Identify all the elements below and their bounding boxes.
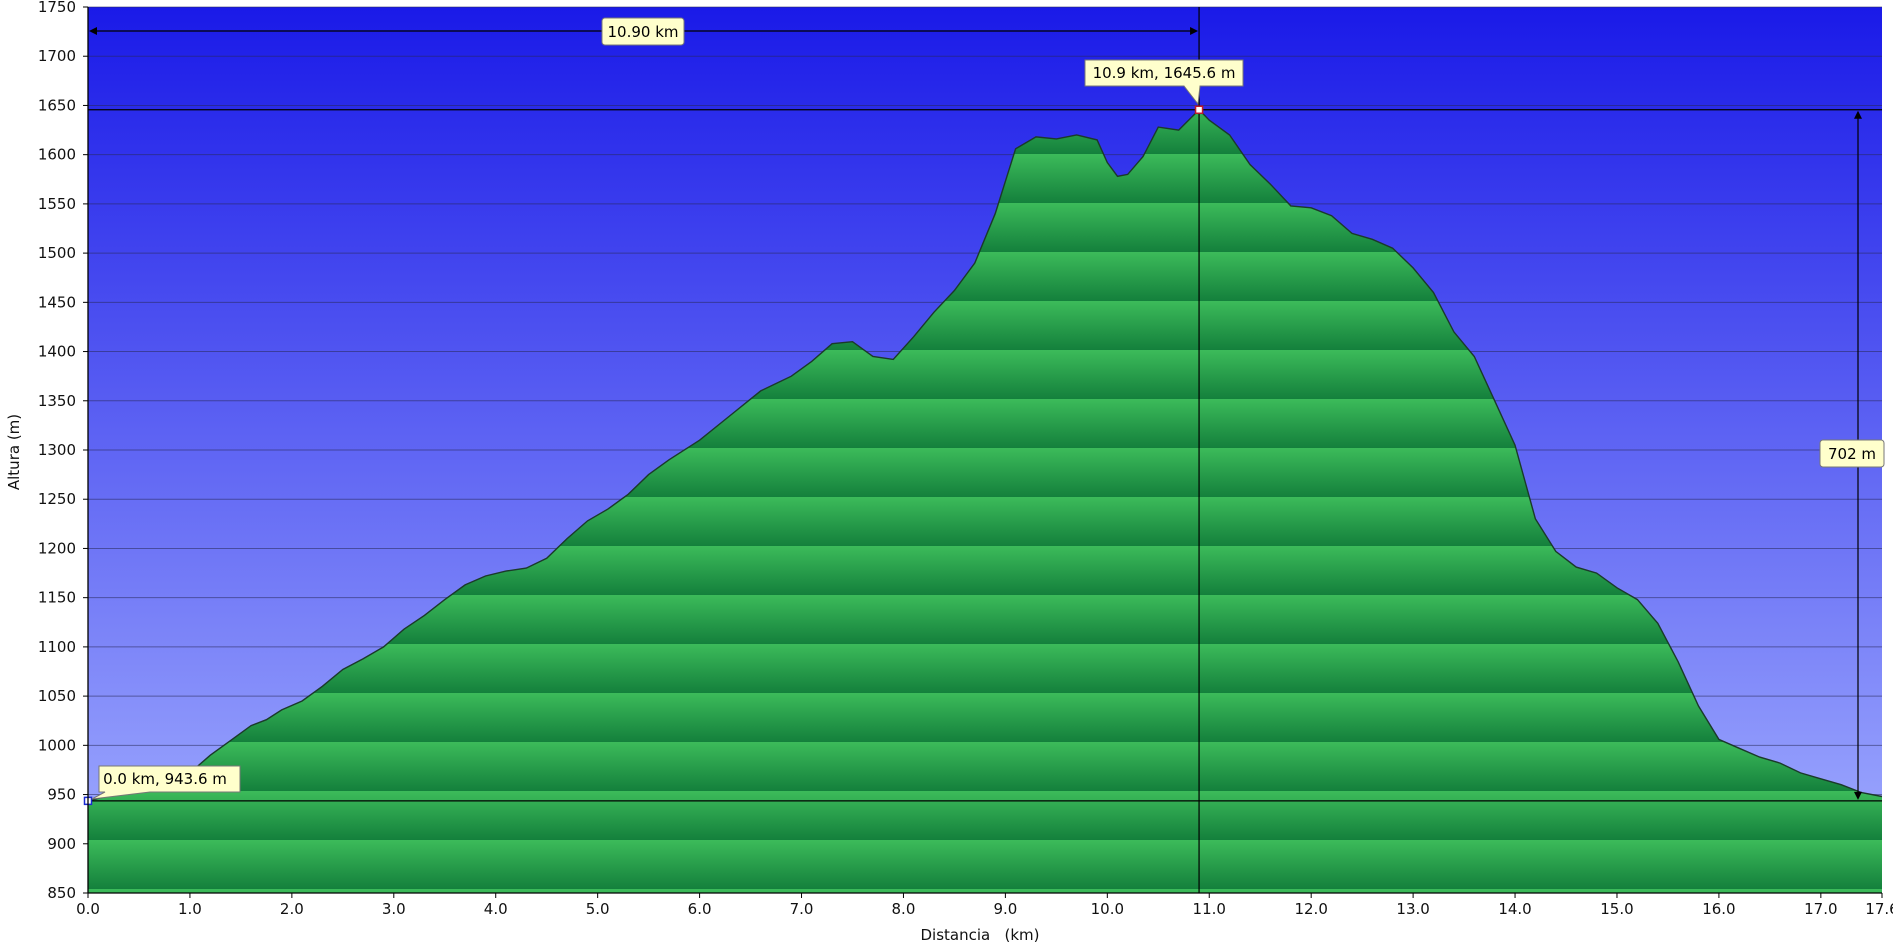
- x-tick-label: 4.0: [484, 900, 508, 918]
- y-tick-label: 1100: [38, 638, 76, 656]
- y-tick-label: 900: [47, 835, 76, 853]
- measurement-markers: [83, 7, 1882, 893]
- y-tick-label: 1650: [38, 96, 76, 114]
- x-tick-label: 3.0: [382, 900, 406, 918]
- elevation-outline: [88, 108, 1882, 802]
- y-tick-label: 1600: [38, 146, 76, 164]
- x-tick-label: 11.0: [1193, 900, 1226, 918]
- peak-point-marker: [1194, 105, 1204, 115]
- distance-arrow-left: [89, 27, 97, 35]
- y-tick-label: 1000: [38, 736, 76, 754]
- x-tick-label: 15.0: [1600, 900, 1633, 918]
- start-callout-label: 0.0 km, 943.6 m: [103, 770, 227, 788]
- x-tick-label: 17.6: [1865, 900, 1893, 918]
- y-tick-label: 1550: [38, 195, 76, 213]
- y-tick-label: 1300: [38, 441, 76, 459]
- x-tick-label: 13.0: [1396, 900, 1429, 918]
- y-axis-ticks: 850 900 950 1000 1050 1100 1150 1200 1250 1300 135…: [38, 0, 88, 902]
- y-tick-label: 1400: [38, 343, 76, 361]
- x-tick-label: 6.0: [688, 900, 712, 918]
- distance-callout-label: 10.90 km: [607, 23, 678, 41]
- peak-callout-label: 10.9 km, 1645.6 m: [1093, 64, 1236, 82]
- y-tick-label: 850: [47, 884, 76, 902]
- x-tick-label: 1.0: [178, 900, 202, 918]
- y-tick-label: 1500: [38, 244, 76, 262]
- y-tick-label: 950: [47, 786, 76, 804]
- distance-callout: 10.90 km: [601, 17, 685, 46]
- x-tick-label: 9.0: [993, 900, 1017, 918]
- x-tick-label: 16.0: [1702, 900, 1735, 918]
- x-tick-label: 14.0: [1498, 900, 1531, 918]
- y-tick-label: 1050: [38, 687, 76, 705]
- x-tick-label: 2.0: [280, 900, 304, 918]
- y-tick-label: 1200: [38, 539, 76, 557]
- elevation-area: [88, 109, 1882, 893]
- gain-arrow-down: [1854, 791, 1862, 800]
- x-tick-label: 17.0: [1804, 900, 1837, 918]
- elevation-gain-callout-label: 702 m: [1828, 445, 1876, 463]
- x-tick-label: 12.0: [1294, 900, 1327, 918]
- x-tick-label: 10.0: [1091, 900, 1124, 918]
- y-tick-label: 1700: [38, 47, 76, 65]
- x-tick-label: 8.0: [892, 900, 916, 918]
- y-tick-label: 1150: [38, 589, 76, 607]
- y-tick-label: 1750: [38, 0, 76, 16]
- x-tick-label: 0.0: [76, 900, 100, 918]
- distance-arrow-right: [1190, 27, 1199, 35]
- y-tick-label: 1450: [38, 293, 76, 311]
- elevation-gain-callout: 702 m: [1819, 439, 1885, 468]
- gain-arrow-up: [1854, 110, 1862, 119]
- y-tick-label: 1250: [38, 490, 76, 508]
- x-axis-title: Distancia (km): [920, 926, 1039, 944]
- x-tick-label: 5.0: [586, 900, 610, 918]
- peak-callout: 10.9 km, 1645.6 m: [1084, 59, 1244, 106]
- y-tick-label: 1350: [38, 392, 76, 410]
- y-axis-title: Altura (m): [5, 414, 23, 490]
- x-axis-ticks: 0.0 1.0 2.0 3.0 4.0 5.0 6.0 7.0 8.0 9.0 10.0 11.0 12…: [76, 893, 1893, 918]
- start-callout: 0.0 km, 943.6 m: [91, 765, 241, 800]
- x-tick-label: 7.0: [790, 900, 814, 918]
